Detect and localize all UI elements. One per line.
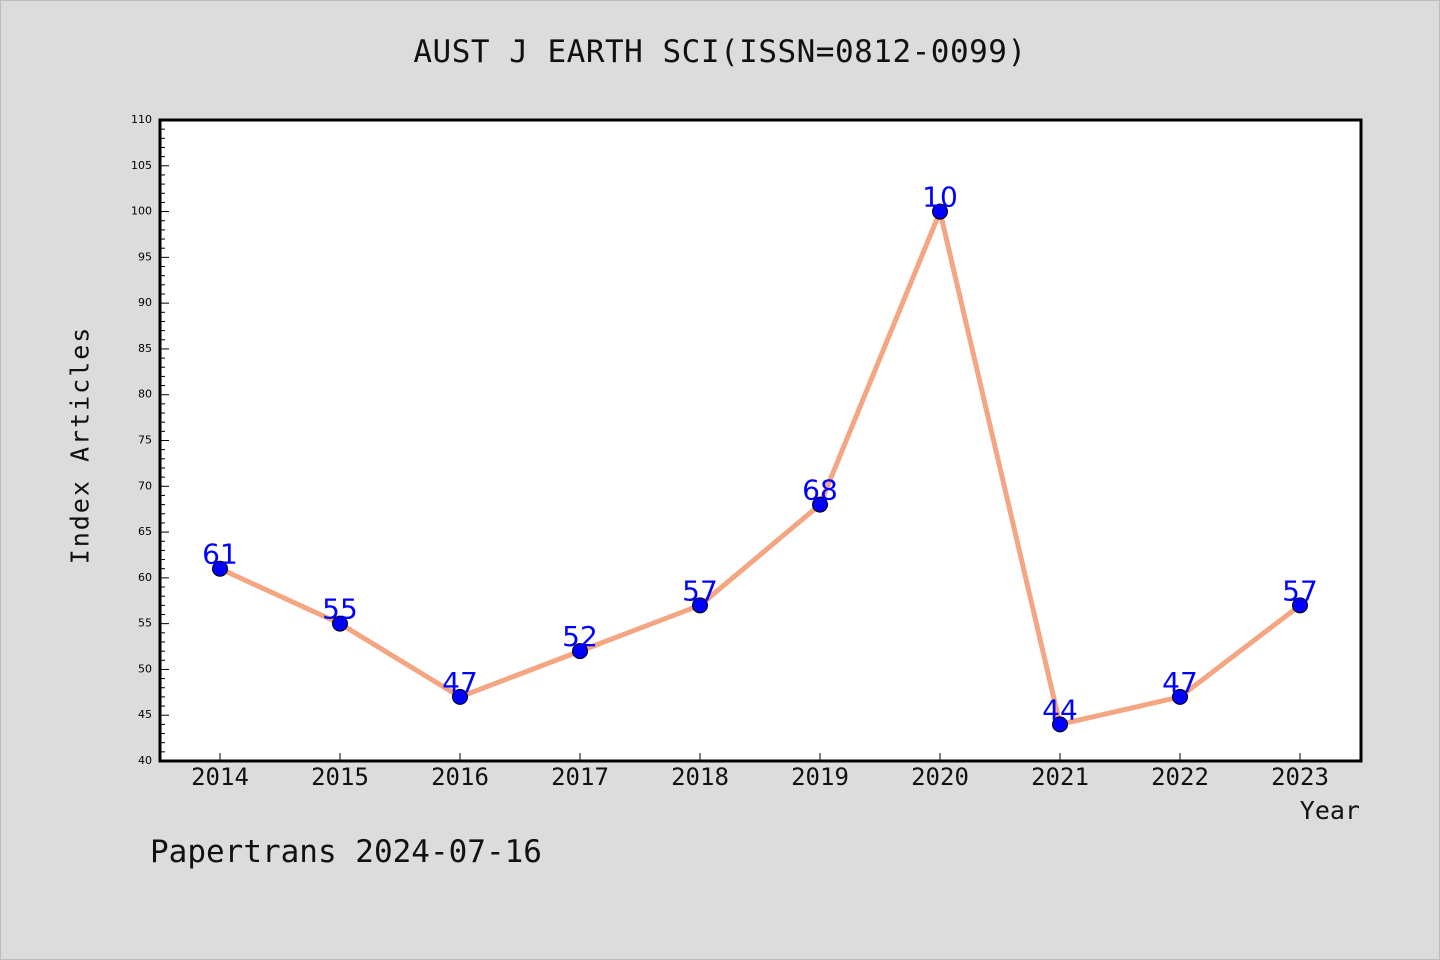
y-tick-label: 80 [138,388,152,401]
data-point [932,203,948,220]
data-label: 52 [562,620,598,653]
x-tick-label: 2023 [1271,763,1329,791]
footer-text: Papertrans 2024-07-16 [150,834,542,870]
y-tick-label: 100 [131,205,152,218]
y-tick-label: 50 [138,662,152,675]
data-point [1292,597,1308,614]
data-label: 61 [202,538,238,571]
y-tick-label: 45 [138,708,152,721]
data-label: 47 [442,666,478,699]
y-tick-label: 75 [138,434,152,447]
y-tick-label: 110 [131,113,152,126]
y-tick-label: 70 [138,479,152,492]
series-line [217,209,1303,727]
data-point [1052,716,1068,733]
data-label: 47 [1162,666,1198,699]
x-tick-label: 2021 [1031,763,1089,791]
x-axis-label: Year [1299,796,1360,825]
y-tick-label: 85 [138,342,152,355]
data-point [1172,688,1188,705]
y-tick-label: 65 [138,525,152,538]
y-tick-label: 40 [138,754,152,767]
data-point [572,643,588,660]
y-tick-label: 90 [138,296,152,309]
x-tick-label: 2019 [791,763,849,791]
data-label: 57 [682,574,718,607]
x-tick-label: 2022 [1151,763,1209,791]
data-point [812,496,828,513]
plot-area [158,118,1363,763]
x-tick-label: 2017 [551,763,609,791]
data-point [332,615,348,632]
data-label: 55 [322,593,358,626]
x-tick-label: 2018 [671,763,729,791]
data-label: 68 [802,474,838,507]
y-tick-label: 105 [131,159,152,172]
data-point [452,688,468,705]
data-point [212,560,228,577]
data-label: 44 [1042,693,1078,726]
y-tick-label: 60 [138,571,152,584]
y-tick-label: 95 [138,250,152,263]
chart-title: AUST J EARTH SCI(ISSN=0812-0099) [413,34,1027,70]
y-tick-label: 55 [138,617,152,630]
data-label: 10 [922,181,958,214]
x-tick-label: 2016 [431,763,489,791]
data-label: 57 [1282,574,1318,607]
x-tick-label: 2020 [911,763,969,791]
x-tick-label: 2015 [311,763,369,791]
x-tick-label: 2014 [191,763,249,791]
data-point [692,597,708,614]
